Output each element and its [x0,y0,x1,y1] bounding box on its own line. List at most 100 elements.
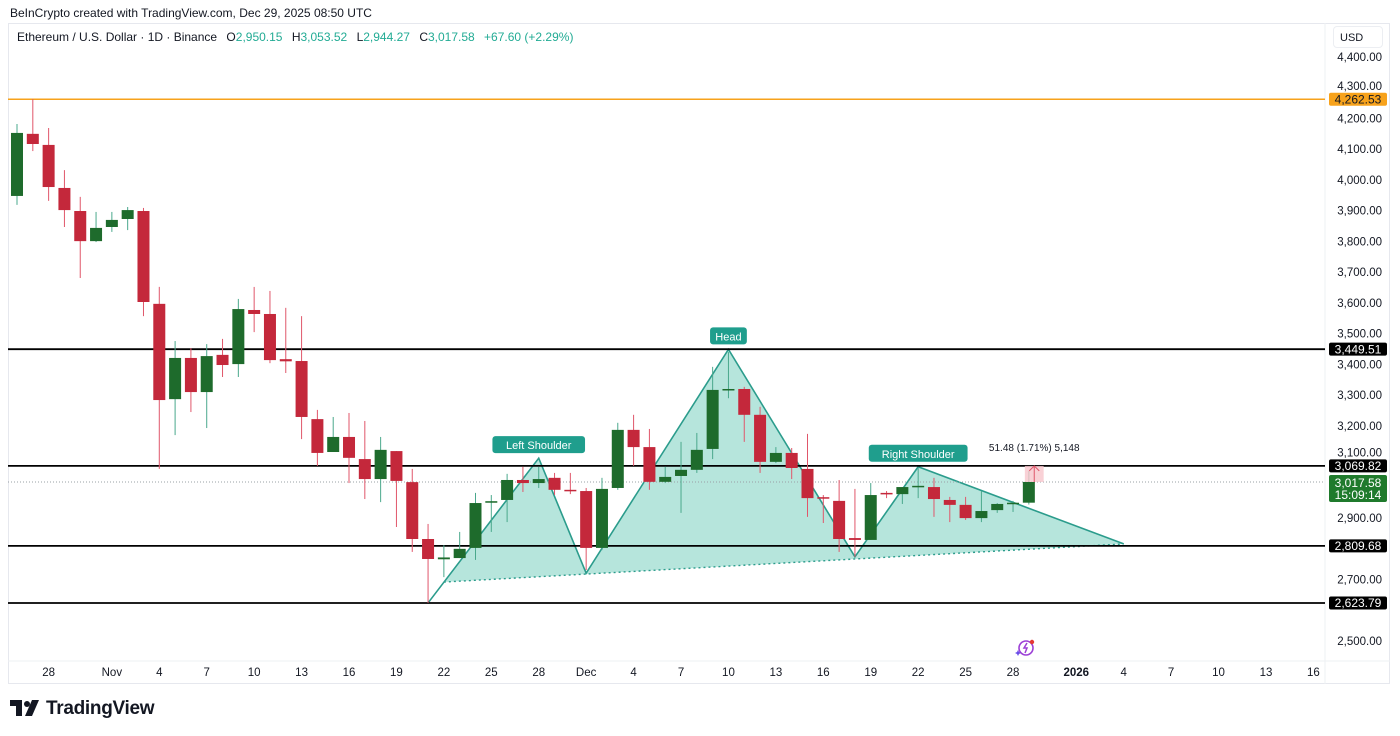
candle-down [848,538,861,540]
candle-up [11,132,23,196]
y-tick-label: 2,900.00 [1337,513,1382,525]
candle-up [722,388,735,391]
x-tick-label: 7 [1168,667,1174,679]
candle-up [485,501,498,503]
y-tick-label: 3,200.00 [1337,421,1382,433]
x-tick-label: 25 [485,667,498,679]
candle-down [216,354,229,366]
low-value: 2,944.27 [363,30,410,44]
x-tick-label: 22 [437,667,450,679]
candle-down [927,487,940,500]
symbol-legend: Ethereum / U.S. Dollar · 1D · Binance O2… [17,30,573,44]
level-price-label: 2,809.68 [1335,539,1382,553]
x-tick-label: 13 [1260,667,1273,679]
chart-frame [8,23,1390,684]
candle-up [232,309,245,365]
candle-down [42,144,55,188]
candle-down [833,500,846,540]
x-tick-label: 19 [864,667,877,679]
x-tick-label: 16 [1307,667,1320,679]
level-price-label: 2,623.79 [1335,596,1382,610]
candle-down [390,451,403,481]
level-price-badge [1329,342,1387,356]
x-tick-label: 2026 [1063,667,1089,679]
candle-up [437,557,450,560]
candle-down [643,447,656,482]
brand-name: TradingView [46,698,155,719]
close-label: C [419,30,428,44]
candle-down [137,211,150,302]
candle-up [912,485,925,488]
candle-up [864,495,877,540]
currency-selector[interactable]: USD [1333,26,1383,48]
candle-down [311,419,324,453]
candle-up [90,227,103,242]
measure-label: 51.48 (1.71%) 5,148 [989,443,1080,454]
x-tick-label: 16 [343,667,356,679]
y-tick-label: 2,700.00 [1337,575,1382,587]
y-tick-label: 4,200.00 [1337,113,1382,125]
x-tick-label: Dec [576,667,597,679]
pattern-label-badge [492,436,586,454]
candle-up [675,469,688,476]
candle-down [358,459,371,480]
candle-down [343,436,356,458]
pattern-label: Right Shoulder [882,449,955,461]
level-price-label: 3,449.51 [1335,342,1382,356]
x-tick-label: 10 [248,667,261,679]
x-tick-label: 4 [156,667,163,679]
level-price-label: 3,069.82 [1335,459,1382,473]
y-tick-label: 2,500.00 [1337,636,1382,648]
candle-up [121,210,134,219]
level-price-badge [1329,92,1387,106]
current-price-label: 3,017.58 [1335,476,1382,490]
symbol-title[interactable]: Ethereum / U.S. Dollar · 1D · Binance [17,30,218,44]
level-price-badge [1329,596,1387,610]
x-tick-label: 22 [912,667,925,679]
x-tick-label: 7 [204,667,210,679]
ai-assistant-icon[interactable] [1013,636,1037,660]
x-tick-label: 19 [390,667,403,679]
candle-up [1007,502,1020,505]
candle-down [943,499,956,505]
tradingview-logo[interactable]: TradingView [10,698,155,720]
candle-down [564,489,577,492]
y-tick-label: 3,100.00 [1337,447,1382,459]
pattern-label: Head [715,331,741,343]
x-tick-label: 13 [769,667,782,679]
pattern-label-badge [710,327,747,345]
candle-up [469,503,482,548]
candle-up [200,356,213,393]
x-tick-label: 10 [722,667,735,679]
y-tick-label: 3,400.00 [1337,359,1382,371]
x-tick-label: 13 [295,667,308,679]
candle-up [374,449,387,480]
candle-down [516,479,529,484]
tradingview-logo-icon [10,700,39,716]
candle-down [263,313,276,361]
pattern-label: Left Shoulder [506,440,572,452]
y-tick-label: 3,500.00 [1337,329,1382,341]
candle-down [153,303,166,401]
y-tick-label: 3,600.00 [1337,298,1382,310]
candle-down [627,429,640,448]
x-tick-label: 10 [1212,667,1225,679]
candle-down [184,357,197,393]
candle-down [74,211,87,242]
open-value: 2,950.15 [235,30,283,44]
candle-down [406,482,419,540]
x-tick-label: 4 [630,667,637,679]
pattern-label-badge [868,444,968,462]
y-tick-label: 4,400.00 [1337,52,1382,64]
y-tick-label: 3,900.00 [1337,206,1382,218]
neckline-dotted [443,543,1124,583]
candle-up [896,487,909,495]
candle-up [611,429,624,488]
level-price-badge [1329,539,1387,553]
candle-down [785,452,798,468]
candle-down [548,477,561,490]
x-tick-label: 16 [817,667,830,679]
measure-arrow-icon [1028,465,1040,482]
candle-down [880,492,893,495]
